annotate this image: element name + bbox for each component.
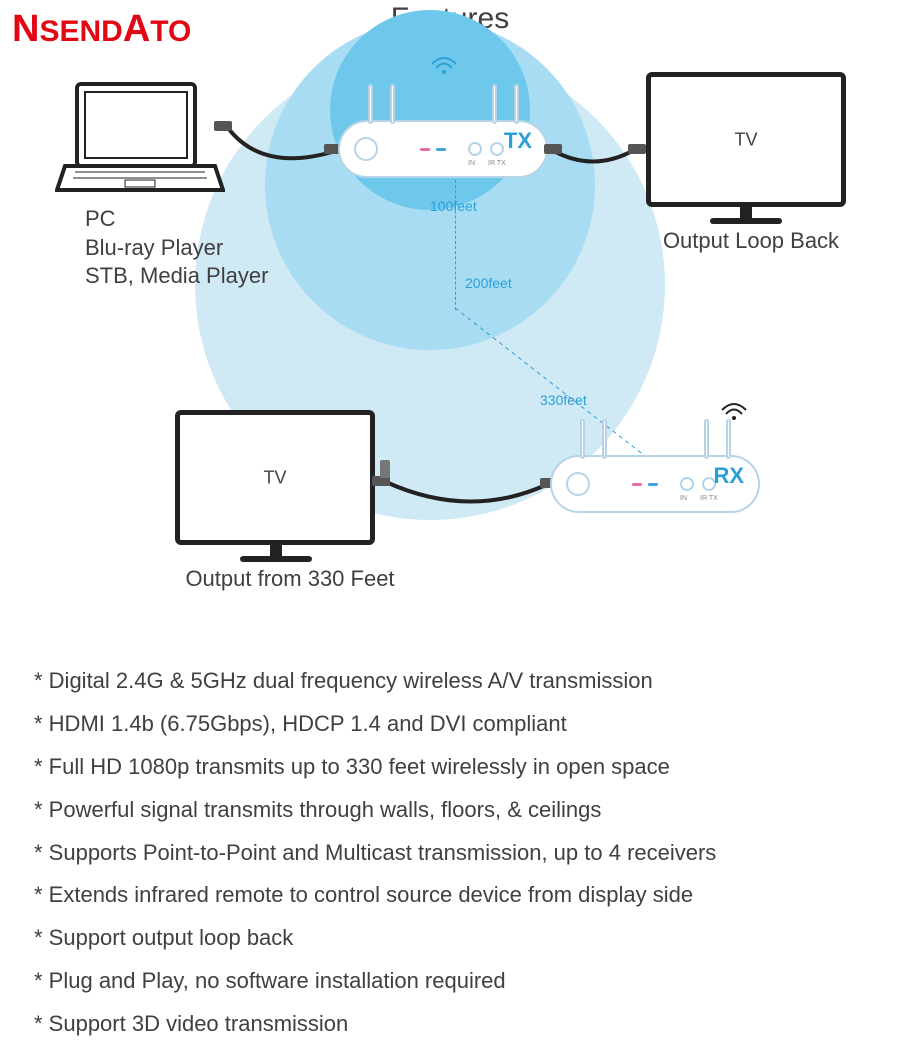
plug-laptop xyxy=(214,121,232,131)
tx-antenna-2 xyxy=(390,84,395,124)
tx-label: TX xyxy=(504,128,532,154)
tx-port-1 xyxy=(468,142,482,156)
feature-item: * HDMI 1.4b (6.75Gbps), HDCP 1.4 and DVI… xyxy=(34,703,864,746)
tv1-base xyxy=(710,218,782,224)
rx-antenna-3 xyxy=(704,419,709,459)
topology-diagram: 100feet 200feet 330feet PC Blu-ray Playe… xyxy=(0,50,900,620)
tv2-base xyxy=(240,556,312,562)
feature-item: * Support output loop back xyxy=(34,917,864,960)
range-dashed-diag xyxy=(455,308,655,468)
tv-loopback: TV xyxy=(646,72,846,207)
tx-sub-2: IR TX xyxy=(488,160,506,167)
features-list: * Digital 2.4G & 5GHz dual frequency wir… xyxy=(34,660,864,1046)
tv2-label: Output from 330 Feet xyxy=(160,566,420,592)
receiver-device: RX IN IR TX xyxy=(550,455,760,513)
tx-power-button xyxy=(354,137,378,161)
feature-item: * Digital 2.4G & 5GHz dual frequency wir… xyxy=(34,660,864,703)
feature-item: * Supports Point-to-Point and Multicast … xyxy=(34,832,864,875)
tv2-text: TV xyxy=(263,467,286,488)
feature-item: * Full HD 1080p transmits up to 330 feet… xyxy=(34,746,864,789)
range-circle-100 xyxy=(330,10,530,210)
cable-rx-to-tv2 xyxy=(380,470,555,520)
range-label-100: 100feet xyxy=(430,198,477,214)
tx-antenna-3 xyxy=(492,84,497,124)
source-label-stb: STB, Media Player xyxy=(85,262,268,291)
rx-sub-1: IN xyxy=(680,495,687,502)
feature-item: * Powerful signal transmits through wall… xyxy=(34,789,864,832)
rx-antenna-2 xyxy=(602,419,607,459)
rx-led-1 xyxy=(632,483,642,486)
rx-antenna-1 xyxy=(580,419,585,459)
brand-logo: NSENDATO xyxy=(12,8,191,51)
tv1-text: TV xyxy=(734,129,757,150)
tx-led-1 xyxy=(420,148,430,151)
source-devices-label: PC Blu-ray Player STB, Media Player xyxy=(85,205,268,291)
wifi-icon-rx xyxy=(720,402,748,422)
rx-led-2 xyxy=(648,483,658,486)
tx-antenna-1 xyxy=(368,84,373,124)
tx-led-2 xyxy=(436,148,446,151)
source-label-pc: PC xyxy=(85,205,268,234)
tx-antenna-4 xyxy=(514,84,519,124)
transmitter-device: TX IN IR TX xyxy=(338,120,548,178)
tx-sub-1: IN xyxy=(468,160,475,167)
range-label-330: 330feet xyxy=(540,392,587,408)
rx-label: RX xyxy=(713,463,744,489)
tv1-label: Output Loop Back xyxy=(646,228,856,254)
feature-item: * Support 3D video transmission xyxy=(34,1003,864,1046)
rx-power-button xyxy=(566,472,590,496)
laptop-icon xyxy=(55,80,225,200)
tv-remote: TV xyxy=(175,410,375,545)
tx-port-2 xyxy=(490,142,504,156)
range-label-200: 200feet xyxy=(465,275,512,291)
wifi-icon-tx xyxy=(430,56,458,76)
plug-tv1 xyxy=(628,144,646,154)
rx-antenna-4 xyxy=(726,419,731,459)
feature-item: * Extends infrared remote to control sou… xyxy=(34,874,864,917)
rx-port-1 xyxy=(680,477,694,491)
rx-sub-2: IR TX xyxy=(700,495,718,502)
source-label-bluray: Blu-ray Player xyxy=(85,234,268,263)
plug-tv2-side xyxy=(380,460,390,478)
feature-item: * Plug and Play, no software installatio… xyxy=(34,960,864,1003)
plug-tx-out xyxy=(544,144,562,154)
